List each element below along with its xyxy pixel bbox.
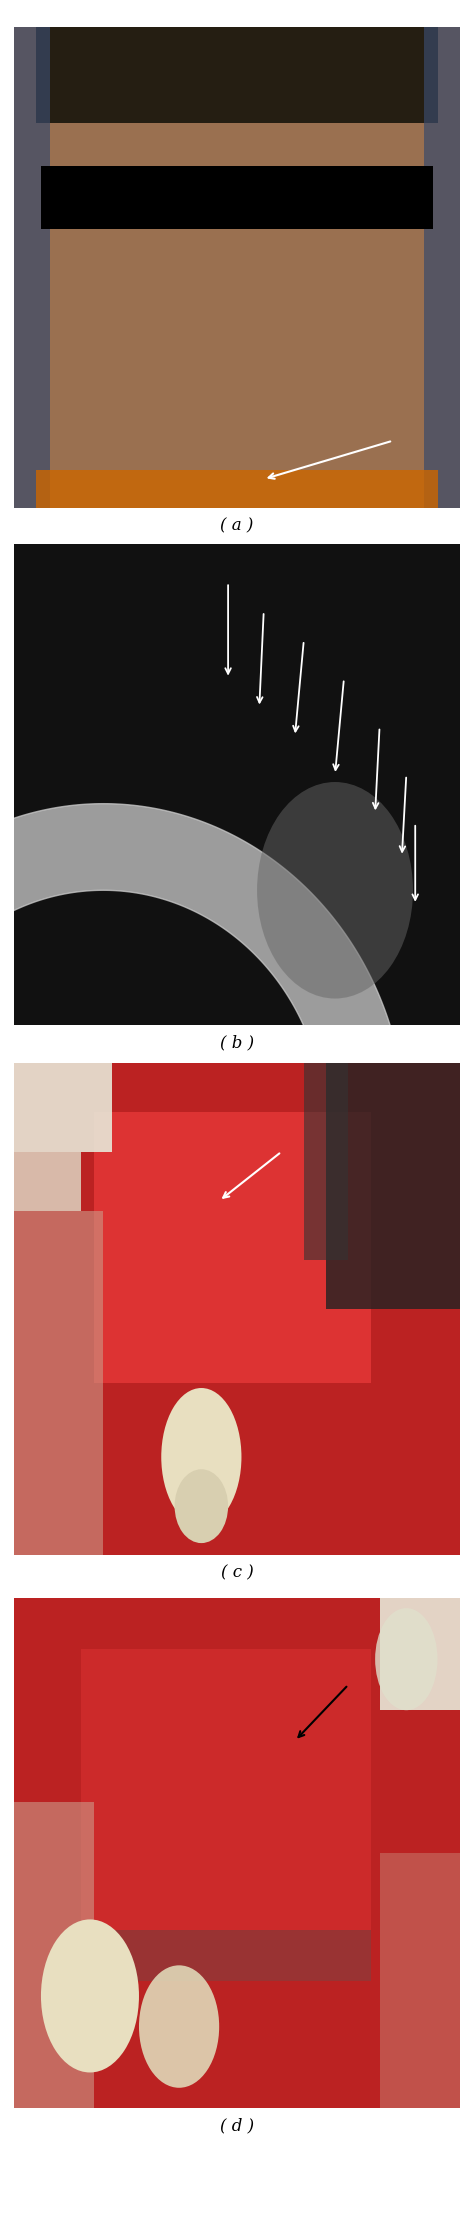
Bar [304, 1063, 348, 1260]
Text: ( d ): ( d ) [220, 2117, 254, 2135]
Bar [36, 27, 438, 123]
Bar [14, 1211, 103, 1555]
Bar [81, 1649, 371, 1956]
Bar [36, 470, 438, 508]
Text: ( a ): ( a ) [220, 517, 254, 535]
Bar [380, 1853, 460, 2108]
Ellipse shape [375, 1609, 438, 1710]
Bar [94, 1112, 371, 1383]
Ellipse shape [41, 1920, 139, 2072]
Bar [81, 1929, 371, 1981]
Ellipse shape [161, 1388, 241, 1526]
Bar [14, 1802, 94, 2108]
Text: ( b ): ( b ) [220, 1034, 254, 1052]
Polygon shape [0, 803, 403, 1097]
Bar [14, 1063, 112, 1153]
Bar [424, 27, 460, 508]
Bar [14, 1153, 81, 1211]
Ellipse shape [174, 1468, 228, 1544]
Bar [14, 27, 50, 508]
Ellipse shape [257, 781, 413, 998]
Bar [380, 1598, 460, 1710]
Ellipse shape [139, 1965, 219, 2088]
Bar [326, 1063, 460, 1309]
Bar [41, 166, 433, 228]
Text: ( c ): ( c ) [220, 1564, 254, 1582]
